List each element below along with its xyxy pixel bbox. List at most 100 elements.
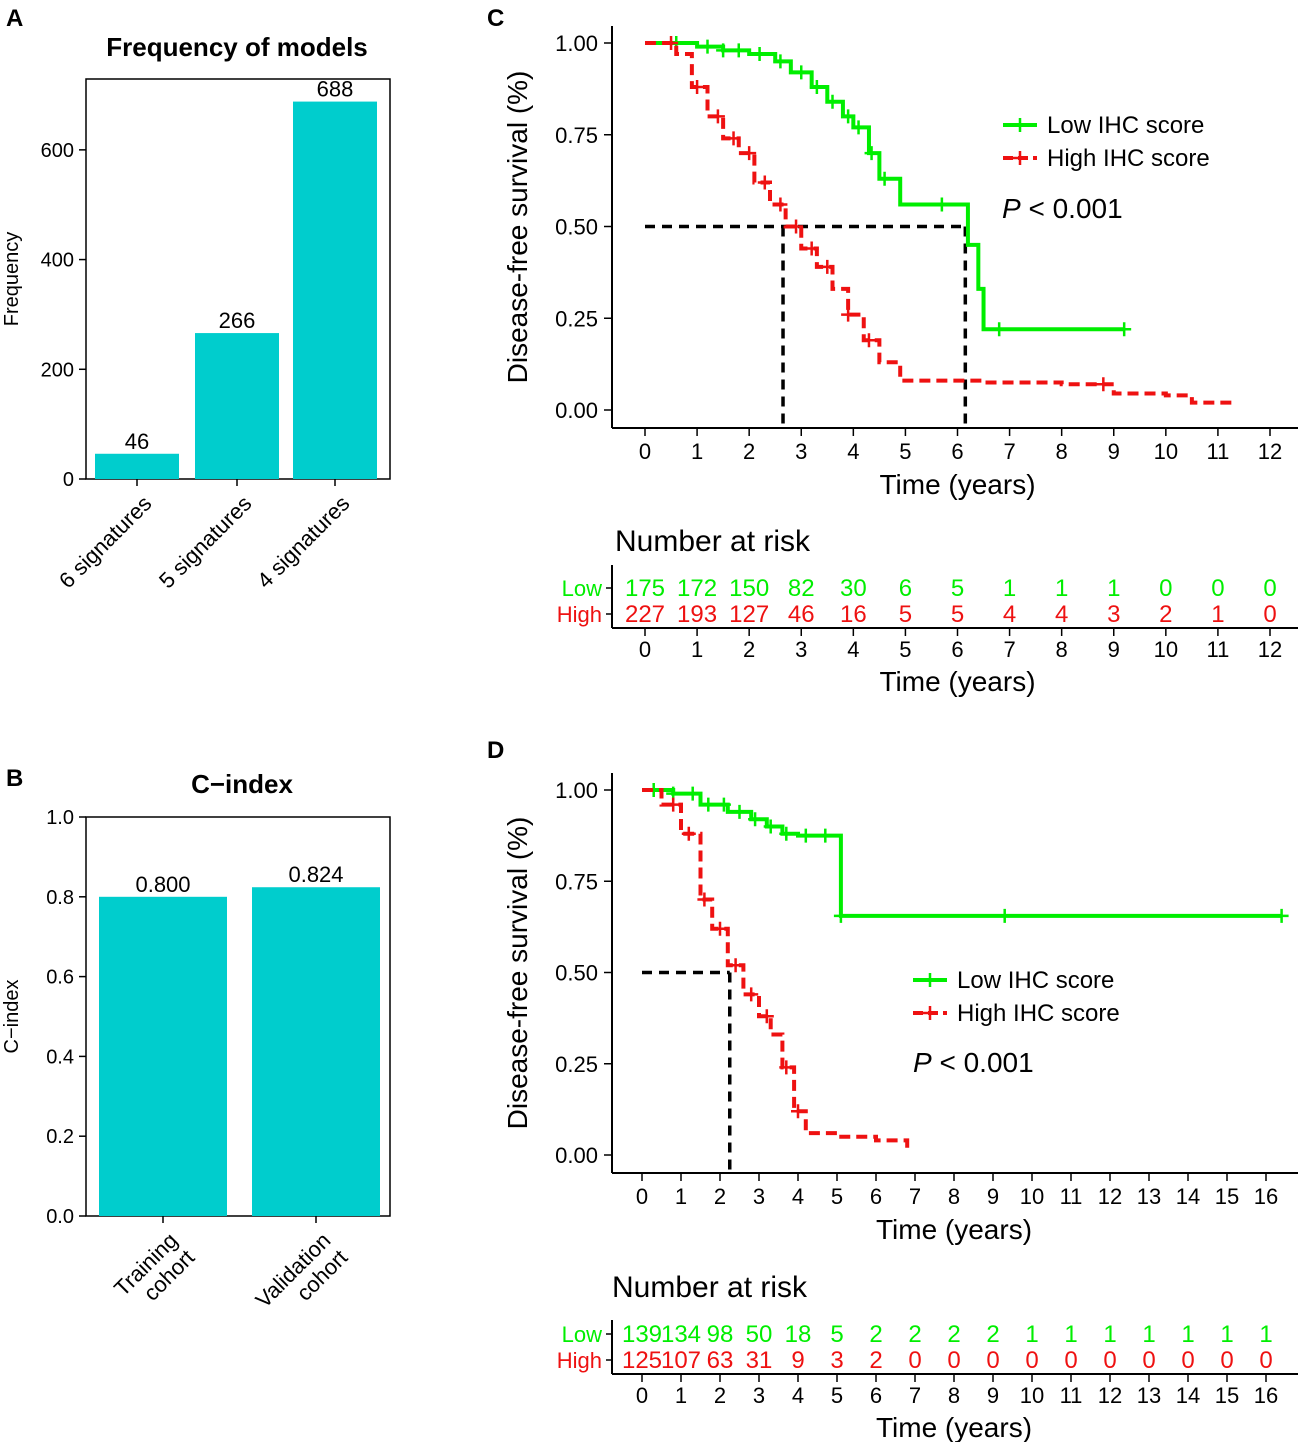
risk-count: 1: [1064, 1321, 1077, 1348]
y-tick-label: 0.75: [555, 123, 598, 148]
high-ihc-curve: [645, 41, 1234, 405]
risk-count: 2: [1159, 601, 1172, 628]
x-tick-label: 12: [1258, 439, 1282, 464]
risk-count: 0: [947, 1347, 960, 1374]
risk-x-tick-label: 14: [1176, 1383, 1200, 1408]
bar-value-label: 0.824: [288, 862, 343, 887]
censor-mark: [732, 804, 747, 819]
risk-row-label: High: [557, 602, 602, 627]
censor-mark: [697, 892, 712, 907]
y-tick-label: 0.75: [555, 869, 598, 894]
panel-label: A: [6, 5, 23, 32]
censor-mark: [681, 826, 696, 841]
y-tick-label: 200: [41, 359, 74, 381]
risk-count: 1: [1107, 575, 1120, 602]
risk-x-tick-label: 8: [948, 1383, 960, 1408]
y-tick-label: 0.4: [46, 1046, 74, 1068]
risk-count: 1: [1003, 575, 1016, 602]
x-tick-label: 7: [1003, 439, 1015, 464]
censor-mark: [744, 987, 759, 1002]
x-tick-label: 5: [899, 439, 911, 464]
panel-label: D: [487, 737, 504, 764]
risk-count: 0: [1263, 601, 1276, 628]
low-ihc-curve: [645, 41, 1125, 332]
x-tick-label-group: 5 signatures: [154, 491, 256, 593]
censor-mark: [779, 826, 794, 841]
y-tick-label: 0.00: [555, 1143, 598, 1168]
risk-count: 1: [1211, 601, 1224, 628]
risk-count: 0: [1064, 1347, 1077, 1374]
censor-mark: [877, 171, 892, 186]
chart-title: Frequency of models: [106, 32, 368, 62]
risk-x-tick-label: 5: [899, 637, 911, 662]
risk-count: 150: [729, 575, 769, 602]
censor-mark: [763, 819, 778, 834]
legend-label: Low IHC score: [957, 967, 1114, 994]
legend-label: High IHC score: [957, 1000, 1120, 1027]
x-tick-label-group: 6 signatures: [54, 491, 156, 593]
x-tick-label: 0: [639, 439, 651, 464]
risk-count: 9: [791, 1347, 804, 1374]
risk-count: 193: [677, 601, 717, 628]
y-tick-label: 0.50: [555, 961, 598, 986]
risk-count: 175: [625, 575, 665, 602]
x-tick-label: 2: [743, 439, 755, 464]
panel-label: C: [487, 5, 504, 32]
y-axis-label: C−index: [1, 980, 23, 1054]
risk-count: 6: [899, 575, 912, 602]
risk-x-tick-label: 16: [1254, 1383, 1278, 1408]
x-tick-label: 5: [831, 1184, 843, 1209]
risk-x-tick-label: 0: [636, 1383, 648, 1408]
bar-value-label: 0.800: [135, 872, 190, 897]
censor-mark: [779, 1060, 794, 1075]
x-tick-label: 5 signatures: [154, 491, 256, 593]
censor-mark: [820, 259, 835, 274]
censor-mark: [773, 54, 788, 69]
x-tick-label: 4: [792, 1184, 804, 1209]
risk-table-title: Number at risk: [612, 1271, 808, 1304]
risk-count: 3: [830, 1347, 843, 1374]
panel-d: D0.000.250.500.751.000 1 2 3 4 5 6 7 8 9 10 11 12 13 1…: [487, 737, 1298, 1442]
censor-mark: [997, 908, 1012, 923]
risk-count: 63: [707, 1347, 734, 1374]
risk-x-tick-label: 11: [1206, 637, 1229, 662]
risk-count: 127: [729, 601, 769, 628]
panel-a: A Frequency of models 0 200 400 600 Frequency 4…: [1, 5, 391, 593]
risk-count: 30: [840, 575, 867, 602]
y-tick-label: 1.00: [555, 778, 598, 803]
p-value-symbol: P: [913, 1047, 932, 1078]
censor-mark: [1096, 377, 1111, 392]
censor-mark: [716, 43, 731, 58]
risk-count: 0: [1220, 1347, 1233, 1374]
y-axis-label: Frequency: [1, 232, 23, 327]
y-tick-label: 1.00: [555, 31, 598, 56]
censor-mark: [851, 120, 866, 135]
x-tick-label: 16: [1254, 1184, 1278, 1209]
risk-count: 0: [908, 1347, 921, 1374]
x-tick-label: 10: [1154, 439, 1178, 464]
risk-x-tick-label: 6: [870, 1383, 882, 1408]
legend-key-mark: [923, 973, 937, 987]
risk-count: 16: [840, 601, 867, 628]
risk-count: 46: [788, 601, 815, 628]
risk-x-tick-label: 7: [1003, 637, 1015, 662]
risk-x-tick-label: 4: [792, 1383, 804, 1408]
legend-key-mark: [923, 1006, 937, 1020]
bar: [252, 887, 380, 1216]
risk-x-tick-label: 10: [1020, 1383, 1044, 1408]
risk-count: 0: [1181, 1347, 1194, 1374]
risk-x-tick-label: 4: [847, 637, 859, 662]
x-tick-label: 11: [1060, 1184, 1083, 1209]
y-axis-label: Disease-free survival (%): [502, 71, 533, 384]
risk-count: 5: [951, 601, 964, 628]
censor-mark: [794, 65, 809, 80]
censor-mark: [773, 197, 788, 212]
risk-count: 0: [1025, 1347, 1038, 1374]
risk-count: 172: [677, 575, 717, 602]
risk-count: 1: [1181, 1321, 1194, 1348]
risk-count: 0: [1211, 575, 1224, 602]
x-tick-label: 8: [1056, 439, 1068, 464]
x-tick-label: 11: [1206, 439, 1229, 464]
censor-mark: [818, 828, 833, 843]
